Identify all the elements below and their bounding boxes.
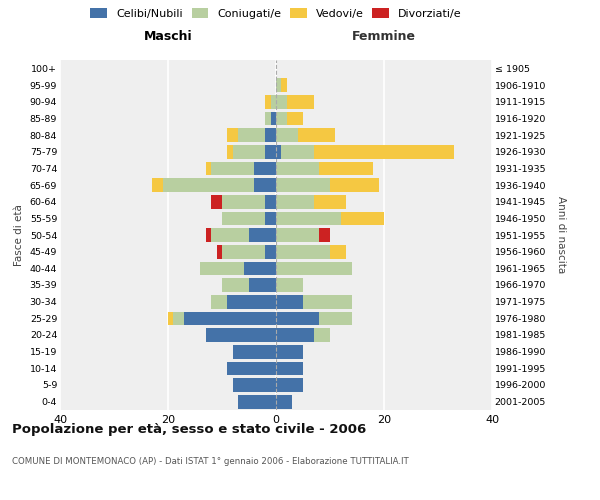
Y-axis label: Fasce di età: Fasce di età	[14, 204, 24, 266]
Bar	[233, 378, 276, 392]
Bar	[276, 378, 303, 392]
Bar	[249, 278, 276, 292]
Bar	[265, 112, 271, 125]
Bar	[222, 245, 265, 258]
Bar	[233, 145, 265, 158]
Bar	[276, 228, 319, 242]
Bar	[222, 278, 249, 292]
Bar	[276, 328, 314, 342]
Bar	[227, 128, 238, 142]
Bar	[276, 262, 352, 275]
Bar	[265, 145, 276, 158]
Text: Maschi: Maschi	[143, 30, 193, 44]
Bar	[244, 262, 276, 275]
Bar	[276, 145, 281, 158]
Bar	[276, 362, 303, 375]
Bar	[227, 145, 233, 158]
Bar	[314, 145, 454, 158]
Bar	[276, 295, 303, 308]
Bar	[211, 228, 249, 242]
Bar	[281, 78, 287, 92]
Bar	[238, 128, 265, 142]
Bar	[254, 178, 276, 192]
Bar	[303, 295, 352, 308]
Bar	[200, 262, 244, 275]
Text: Popolazione per età, sesso e stato civile - 2006: Popolazione per età, sesso e stato civil…	[12, 422, 366, 436]
Bar	[184, 312, 276, 325]
Bar	[217, 245, 222, 258]
Text: Femmine: Femmine	[352, 30, 416, 44]
Bar	[233, 345, 276, 358]
Bar	[276, 78, 281, 92]
Bar	[227, 362, 276, 375]
Bar	[211, 162, 254, 175]
Bar	[163, 178, 254, 192]
Bar	[211, 195, 222, 208]
Bar	[276, 128, 298, 142]
Bar	[281, 145, 314, 158]
Bar	[168, 312, 173, 325]
Bar	[249, 228, 276, 242]
Bar	[287, 112, 303, 125]
Bar	[265, 195, 276, 208]
Bar	[319, 162, 373, 175]
Bar	[206, 328, 276, 342]
Bar	[319, 312, 352, 325]
Bar	[271, 112, 276, 125]
Legend: Celibi/Nubili, Coniugati/e, Vedovi/e, Divorziati/e: Celibi/Nubili, Coniugati/e, Vedovi/e, Di…	[91, 8, 461, 19]
Bar	[314, 328, 330, 342]
Bar	[211, 295, 227, 308]
Bar	[341, 212, 384, 225]
Bar	[265, 95, 271, 108]
Bar	[222, 212, 265, 225]
Bar	[173, 312, 184, 325]
Bar	[276, 278, 303, 292]
Bar	[276, 95, 287, 108]
Bar	[222, 195, 265, 208]
Bar	[271, 95, 276, 108]
Bar	[276, 212, 341, 225]
Bar	[276, 162, 319, 175]
Y-axis label: Anni di nascita: Anni di nascita	[556, 196, 566, 274]
Bar	[276, 195, 314, 208]
Bar	[276, 395, 292, 408]
Text: COMUNE DI MONTEMONACO (AP) - Dati ISTAT 1° gennaio 2006 - Elaborazione TUTTITALI: COMUNE DI MONTEMONACO (AP) - Dati ISTAT …	[12, 458, 409, 466]
Bar	[265, 245, 276, 258]
Bar	[314, 195, 346, 208]
Bar	[330, 178, 379, 192]
Bar	[276, 112, 287, 125]
Bar	[152, 178, 163, 192]
Bar	[206, 228, 211, 242]
Bar	[265, 212, 276, 225]
Bar	[298, 128, 335, 142]
Bar	[276, 245, 330, 258]
Bar	[276, 312, 319, 325]
Bar	[254, 162, 276, 175]
Bar	[238, 395, 276, 408]
Bar	[330, 245, 346, 258]
Bar	[227, 295, 276, 308]
Bar	[265, 128, 276, 142]
Bar	[276, 178, 330, 192]
Bar	[276, 345, 303, 358]
Bar	[287, 95, 314, 108]
Bar	[319, 228, 330, 242]
Bar	[206, 162, 211, 175]
